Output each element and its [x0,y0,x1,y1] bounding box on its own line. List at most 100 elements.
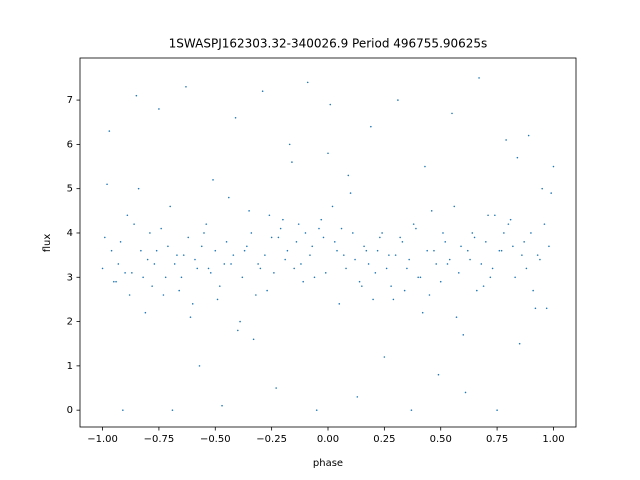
data-point [185,85,187,88]
data-point [205,223,208,225]
data-point [403,289,406,292]
data-point [460,245,462,248]
data-point [119,241,122,243]
data-point [295,241,298,243]
data-point [259,267,262,270]
data-point [306,81,309,84]
data-point [379,236,381,239]
data-point [516,156,519,159]
data-point [171,409,174,411]
data-point [230,263,232,265]
data-point [277,236,280,239]
x-tick-label: −0.50 [200,434,231,445]
data-point [180,276,183,279]
data-point [518,342,521,345]
x-tick-label: 0.50 [430,434,452,445]
data-point [255,294,257,296]
data-point [439,280,442,283]
data-point [448,258,451,261]
data-point [248,210,250,212]
data-point [397,99,399,101]
data-point [153,263,156,265]
data-point [455,316,458,318]
data-point [550,192,552,194]
data-point [478,77,480,79]
data-point [108,130,111,132]
data-point [246,245,248,248]
data-point [329,103,332,106]
data-point [282,218,284,221]
data-point [194,258,196,261]
data-point [376,249,379,252]
data-point [333,241,336,243]
data-point [457,272,460,274]
data-point [234,117,237,119]
data-point [137,187,140,190]
data-point [187,236,190,239]
data-point [363,245,365,248]
y-tick-label: 5 [67,184,73,195]
data-point [354,258,356,261]
data-point [536,254,539,256]
data-point [482,285,485,287]
data-point [446,263,449,265]
data-point [264,254,266,256]
data-point [196,267,199,270]
data-point [408,258,410,261]
data-point [464,391,467,394]
data-point [149,232,151,234]
data-point [221,404,223,407]
data-point [476,289,478,292]
x-tick-label: 0.00 [317,434,339,445]
data-point [534,307,537,310]
data-point [521,254,523,256]
data-point [117,263,120,265]
data-point [273,272,275,274]
data-point [291,161,293,163]
data-point [315,409,318,411]
data-point [489,276,492,279]
data-point [144,311,147,314]
data-point [494,214,496,217]
data-point [444,241,447,243]
data-point [385,267,388,270]
data-point [241,276,244,279]
data-point [320,218,323,221]
data-point [347,174,350,177]
data-point [433,249,435,252]
data-point [135,94,138,97]
data-point [122,409,124,411]
data-point [311,245,314,248]
data-point [126,214,129,217]
data-point [336,249,338,252]
data-point [293,267,295,270]
data-point [523,241,525,243]
data-point [424,165,426,168]
data-point [124,272,126,274]
data-point [437,373,440,376]
data-point [342,254,345,256]
data-point [309,254,311,256]
data-point [169,205,171,208]
data-point [466,249,469,252]
data-point [417,276,419,279]
data-point [318,227,320,230]
data-point [406,267,408,270]
data-point [128,294,131,296]
x-tick-label: 0.25 [373,434,395,445]
data-point [250,232,253,234]
data-point [491,267,494,270]
data-point [372,298,374,301]
data-point [160,227,162,230]
x-axis-label: phase [313,458,343,469]
y-tick-label: 7 [67,95,73,106]
data-point [365,249,368,252]
data-point [167,245,169,248]
data-point [480,263,483,265]
data-point [104,236,106,239]
data-point [345,267,347,270]
data-point [390,285,392,287]
data-point [266,289,268,292]
data-point [410,409,413,411]
